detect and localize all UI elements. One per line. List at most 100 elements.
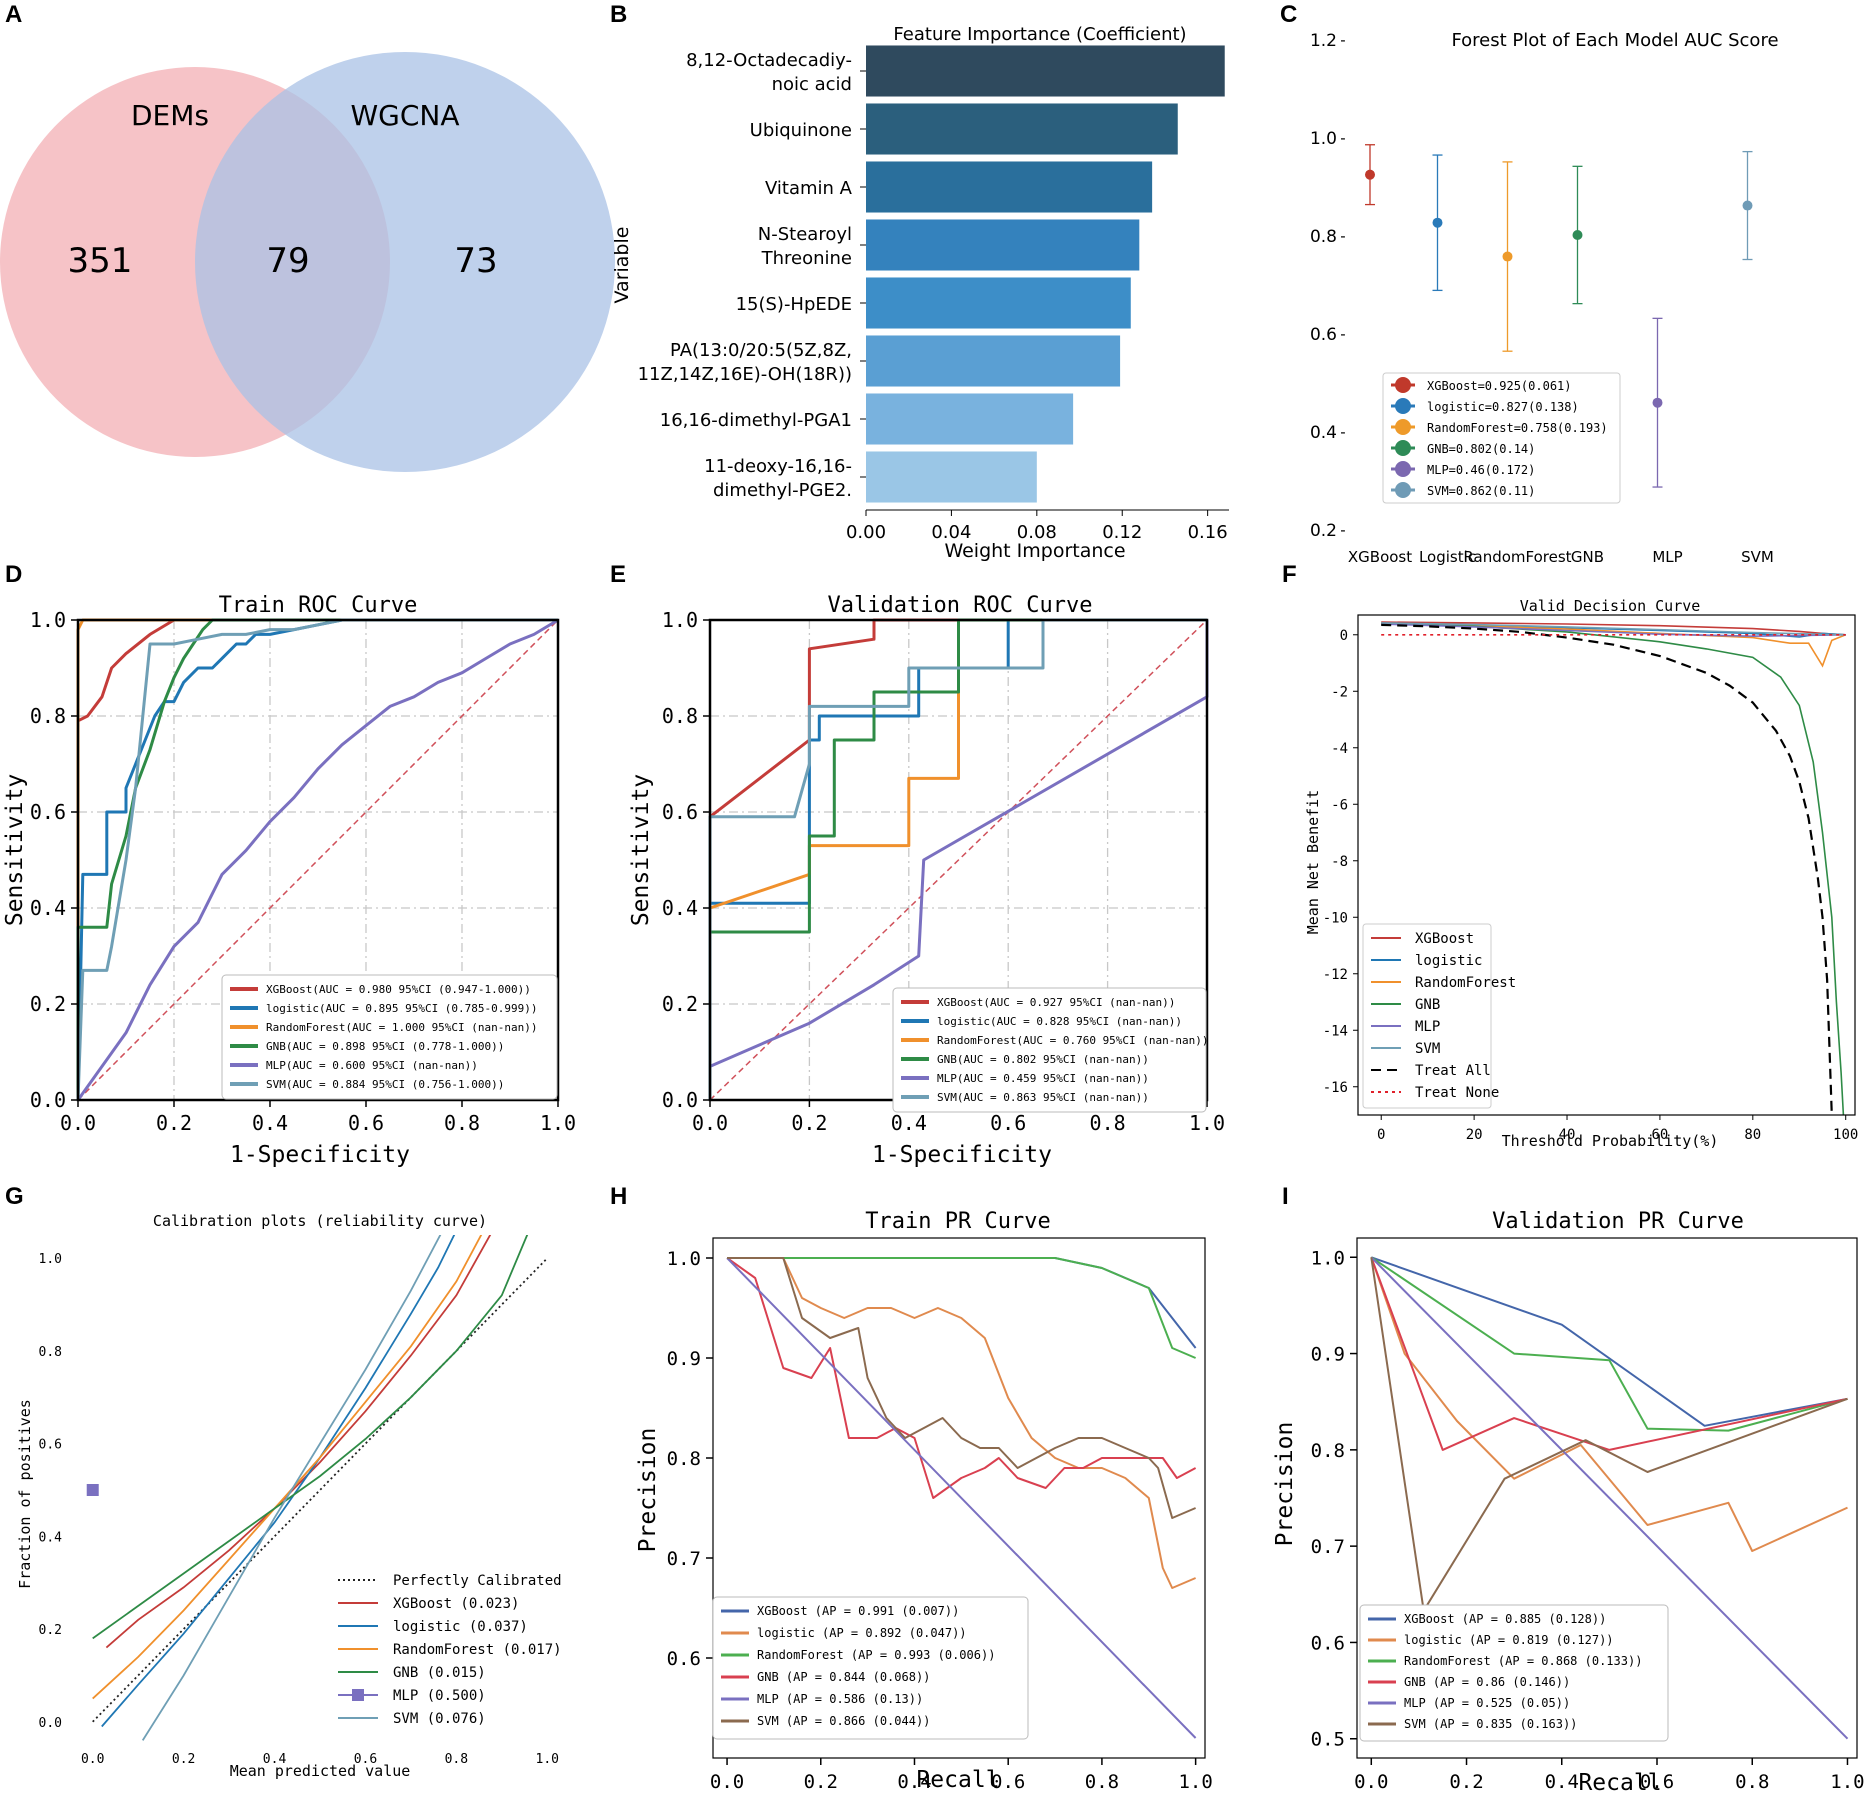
y-tick-label: 0.8	[30, 704, 66, 728]
legend-label: MLP(AUC = 0.459 95%CI (nan-nan))	[937, 1072, 1149, 1085]
x-tick-label: SVM	[1741, 548, 1774, 566]
x-tick-label: 1.0	[1830, 1771, 1864, 1793]
series-line-gnb	[1381, 622, 1845, 1116]
legend-label: SVM (0.076)	[393, 1711, 486, 1727]
series-line-logistic	[101, 1235, 456, 1728]
x-tick-label: 0.0	[692, 1111, 728, 1135]
bar-label: 11Z,14Z,16E)-OH(18R))	[638, 364, 852, 385]
x-tick-label: 0.08	[1017, 522, 1057, 543]
panel-label-f: F	[1282, 561, 1297, 588]
legend-box	[1359, 1604, 1669, 1742]
series-line-mlp	[76, 618, 559, 1101]
legend-label: GNB(AUC = 0.802 95%CI (nan-nan))	[937, 1053, 1149, 1066]
series-line-svm	[1370, 1257, 1848, 1612]
x-tick-label: 0.4	[263, 1752, 287, 1767]
y-tick-label: 1.0	[39, 1252, 62, 1267]
x-tick-label: 40	[1559, 1127, 1576, 1143]
series-line-svm	[141, 1235, 442, 1741]
legend-label: SVM (AP = 0.835 (0.163))	[1404, 1717, 1577, 1731]
x-tick-label: GNB	[1571, 548, 1604, 566]
y-tick-label: 0.6	[30, 800, 66, 824]
legend-label: Treat None	[1415, 1085, 1499, 1101]
series-line-mlp	[1381, 623, 1846, 638]
y-tick-label: 0.6	[1310, 325, 1337, 345]
series-line-svm	[708, 618, 1207, 1100]
y-tick-label: 0.2	[1310, 521, 1337, 541]
y-tick-label: 1.0	[1311, 1247, 1345, 1269]
legend-label: RandomForest	[1415, 975, 1516, 991]
legend-label: MLP(AUC = 0.600 95%CI (nan-nan))	[266, 1059, 478, 1072]
panel-label-b: B	[610, 1, 627, 28]
y-axis-label-b: Variable	[611, 227, 633, 304]
venn-count-dems-only: 351	[68, 241, 133, 281]
x-axis-label-b: Weight Importance	[944, 540, 1125, 562]
legend-label: SVM=0.862(0.11)	[1427, 484, 1535, 498]
bar-vitamin-a	[866, 161, 1153, 213]
bar-11-deoxy-16-16-dimethyl-pge2	[866, 451, 1037, 503]
feature-importance-chart: Feature Importance (Coefficient) Weight …	[611, 24, 1229, 562]
x-tick-label: 0.0	[710, 1771, 744, 1793]
y-tick-label: 1.0	[662, 608, 698, 632]
x-tick-label: 0.4	[252, 1111, 288, 1135]
y-tick-label: -14	[1323, 1023, 1348, 1039]
x-tick-label: 0.2	[791, 1111, 827, 1135]
legend-label: logistic(AUC = 0.895 95%CI (0.785-0.999)…	[266, 1002, 538, 1015]
bar-n-stearoylthreonine	[866, 219, 1140, 271]
forest-plot: Forest Plot of Each Model AUC Score 0.2-…	[1310, 30, 1779, 566]
series-line-logistic	[1370, 1256, 1848, 1552]
legend-box	[892, 987, 1207, 1113]
plot-frame	[712, 1237, 1206, 1759]
x-tick-label: 20	[1466, 1127, 1483, 1143]
series-line-treat-all	[1381, 623, 1833, 1116]
bar-8-12-octadecadiy-noic-acid	[866, 45, 1225, 97]
auc-point-xgboost	[1365, 169, 1375, 180]
x-tick-label: XGBoost	[1348, 548, 1412, 566]
bar-15-s-hpede	[866, 277, 1131, 329]
y-tick-label: 0.9	[667, 1348, 701, 1370]
bar-label: 8,12-Octadecadiy-	[686, 50, 852, 71]
legend-box	[712, 1596, 1029, 1740]
series-line-randomforest	[1381, 622, 1846, 668]
y-tick-label: 0.8	[1311, 1440, 1345, 1462]
y-axis-label-f: Mean Net Benefit	[1304, 790, 1322, 935]
y-tick-label: 0.8	[662, 704, 698, 728]
chart-title-d: Train ROC Curve	[219, 593, 418, 618]
x-tick-label: 0	[1377, 1127, 1385, 1143]
series-line-logistic	[727, 1257, 1196, 1589]
legend-box	[221, 974, 558, 1100]
bar-label: Threonine	[761, 248, 852, 269]
auc-point-svm	[1742, 200, 1753, 211]
legend-label: XGBoost=0.925(0.061)	[1427, 379, 1572, 393]
legend-label: XGBoost(AUC = 0.927 95%CI (nan-nan))	[937, 996, 1175, 1009]
panel-label-a: A	[5, 1, 22, 28]
y-tick-label: 0.4	[30, 896, 66, 920]
y-tick-label: 0.8	[39, 1345, 62, 1360]
legend-label: logistic (0.037)	[393, 1619, 528, 1635]
x-tick-label: 0.8	[1090, 1111, 1126, 1135]
series-line-randomforest	[727, 1257, 1196, 1359]
x-tick-label: 0.4	[891, 1111, 927, 1135]
bar-ubiquinone	[866, 103, 1178, 155]
x-tick-label: 80	[1744, 1127, 1761, 1143]
y-tick-mark: -	[1340, 521, 1345, 539]
series-line-gnb	[726, 1257, 1197, 1499]
legend-label: GNB (0.015)	[393, 1665, 486, 1681]
legend-label: GNB (AP = 0.844 (0.068))	[757, 1670, 930, 1684]
x-tick-label: 0.04	[931, 522, 971, 543]
series-line-randomforest	[92, 1235, 483, 1700]
legend-box	[1362, 923, 1492, 1109]
panel-label-h: H	[610, 1183, 627, 1210]
y-tick-label: 0.0	[30, 1088, 66, 1112]
y-tick-label: 0.2	[39, 1623, 62, 1638]
legend-label: SVM	[1415, 1041, 1440, 1057]
x-tick-label: MLP	[1652, 548, 1682, 566]
series-line-perfectly-calibrated	[92, 1257, 548, 1723]
plot-frame	[76, 618, 560, 1102]
x-axis-label-f: Threshold Probability(%)	[1502, 1132, 1719, 1150]
venn-count-wgcna-only: 73	[454, 241, 497, 281]
legend-label: RandomForest (AP = 0.868 (0.133))	[1404, 1654, 1642, 1668]
y-axis-label-i: Precision	[1272, 1422, 1298, 1547]
series-line-xgboost	[105, 1235, 492, 1649]
marker-mlp	[86, 1484, 99, 1496]
